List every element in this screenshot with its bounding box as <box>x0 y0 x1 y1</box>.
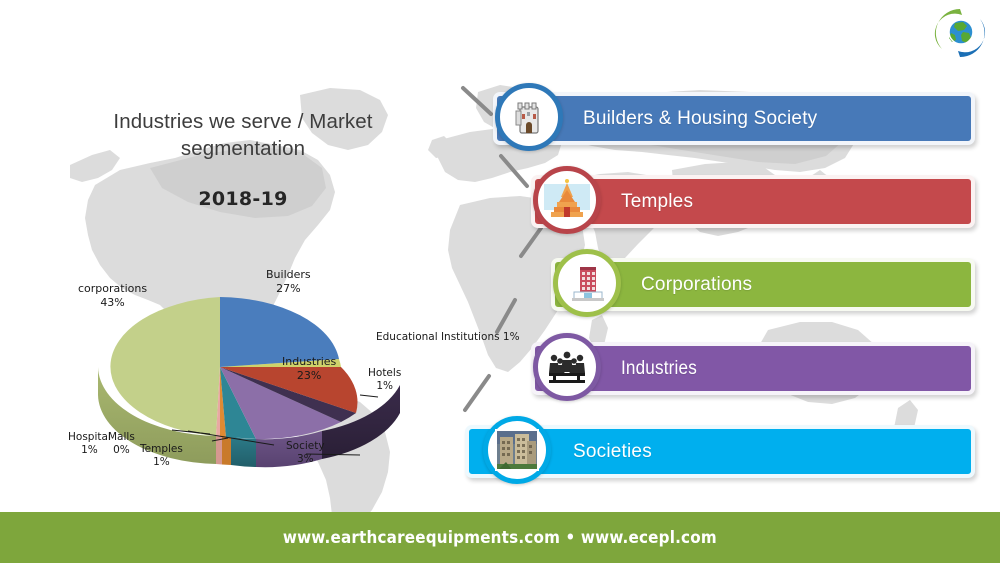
segment-bar-builders[interactable]: Builders & Housing Society <box>493 92 975 145</box>
apartment-photo-icon <box>483 416 551 484</box>
earthcare-globe-logo <box>932 5 988 61</box>
pie-label-corporations: corporations 43% <box>78 282 148 309</box>
office-building-icon <box>553 249 621 317</box>
segment-list: Builders & Housing Society Temp <box>455 80 975 500</box>
segment-label-corporations: Corporations <box>641 273 753 295</box>
pie-label-temples: Temples 1% <box>140 443 183 469</box>
segment-row-builders[interactable]: Builders & Housing Society <box>493 83 975 151</box>
hindu-temple-icon <box>533 166 601 234</box>
footer-website-text: www.earthcareequipments.com • www.ecepl.… <box>283 528 717 547</box>
segment-row-societies[interactable]: Societies <box>465 416 975 484</box>
segment-label-builders: Builders & Housing Society <box>583 107 818 129</box>
pie-label-malls: Malls 0% <box>108 431 135 457</box>
segment-row-temples[interactable]: Temples <box>531 166 975 234</box>
segment-label-temples: Temples <box>621 190 694 212</box>
pie-label-society: Society 3% <box>286 440 325 466</box>
segment-label-societies: Societies <box>573 440 652 462</box>
castle-tower-icon <box>495 83 563 151</box>
title-block: Industries we serve / Market segmentatio… <box>78 108 408 210</box>
pie-label-educational-institutions: Educational Institutions 1% <box>376 331 520 343</box>
page-title: Industries we serve / Market segmentatio… <box>113 110 373 161</box>
pie-chart: corporations 43% Builders 27% Industries 23… <box>60 245 520 490</box>
segment-bar-corporations[interactable]: Corporations <box>551 258 975 311</box>
segment-label-industries: Industries <box>621 357 697 379</box>
year-label: 2018-19 <box>198 188 288 211</box>
pie-label-industries: Industries 23% <box>282 355 337 382</box>
pie-label-hotels: Hotels 1% <box>368 367 402 393</box>
segment-row-industries[interactable]: Industries <box>531 333 975 401</box>
footer-bar: www.earthcareequipments.com • www.ecepl.… <box>0 512 1000 563</box>
connector-line <box>461 86 543 412</box>
segment-bar-industries[interactable]: Industries <box>531 342 975 395</box>
pie-label-hospital: Hospital 1% <box>68 431 111 457</box>
workers-group-icon <box>533 333 601 401</box>
segment-row-corporations[interactable]: Corporations <box>551 249 975 317</box>
pie-label-builders: Builders 27% <box>266 268 311 295</box>
